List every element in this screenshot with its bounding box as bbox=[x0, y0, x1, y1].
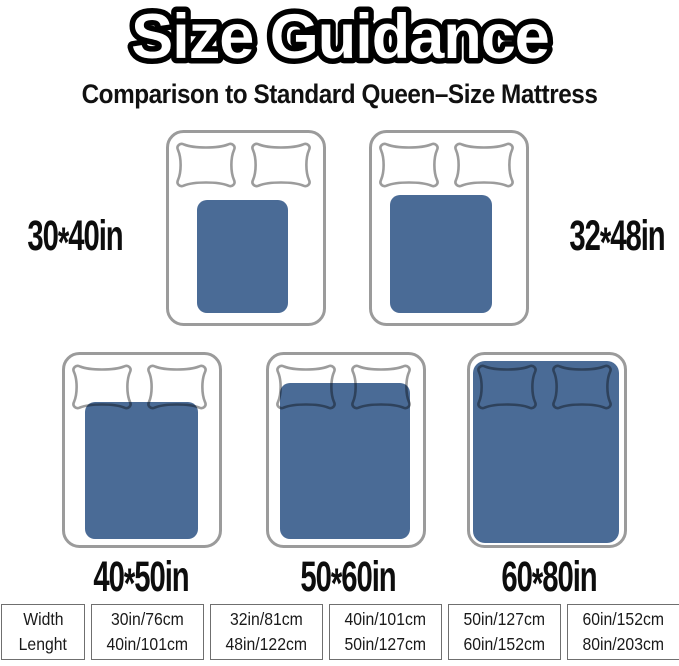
blanket-rect bbox=[197, 200, 288, 313]
asterisk: * bbox=[531, 560, 543, 609]
size-table-cell: 50in/127cm 60in/152cm bbox=[448, 604, 561, 660]
size-label: 30*40in bbox=[27, 212, 123, 268]
size-table-text: Lenght bbox=[18, 634, 68, 654]
asterisk: * bbox=[599, 219, 611, 268]
size-table-text: Width bbox=[22, 609, 64, 629]
size-table-text: 32in/81cm bbox=[230, 609, 303, 629]
size-table-cell: 60in/152cm 80in/203cm bbox=[567, 604, 679, 660]
size-table-text: 40in/101cm bbox=[344, 609, 427, 629]
pillow-icon bbox=[176, 142, 236, 188]
size-table-text: 50in/127cm bbox=[344, 634, 427, 654]
bed-diagram bbox=[62, 352, 222, 548]
blanket-rect bbox=[280, 383, 410, 539]
size-table-text: 60in/152cm bbox=[463, 634, 546, 654]
pillow-icon bbox=[147, 364, 207, 410]
size-table-text: 40in/101cm bbox=[106, 634, 189, 654]
size-table-cell: 30in/76cm 40in/101cm bbox=[91, 604, 204, 660]
blanket-rect bbox=[473, 361, 619, 543]
bed-diagram bbox=[369, 130, 529, 326]
pillow-icon bbox=[454, 142, 514, 188]
size-table-text: 48in/122cm bbox=[225, 634, 308, 654]
bed-diagram bbox=[166, 130, 326, 326]
size-label: 40*50in bbox=[93, 553, 189, 609]
size-table: Width Lenght 30in/76cm 40in/101cm 32in/81cm 4… bbox=[1, 604, 679, 660]
size-table-cell: Width Lenght bbox=[1, 604, 85, 660]
size-table-cell: 32in/81cm 48in/122cm bbox=[210, 604, 323, 660]
page-title-graphic: Size Guidance bbox=[126, 0, 556, 78]
bed-diagram bbox=[266, 352, 426, 548]
page-title: Size Guidance bbox=[131, 2, 549, 72]
blanket-rect bbox=[85, 402, 198, 539]
bed-diagram bbox=[467, 352, 627, 548]
size-table-text: 50in/127cm bbox=[463, 609, 546, 629]
size-label: 50*60in bbox=[300, 553, 396, 609]
subtitle: Comparison to Standard Queen–Size Mattre… bbox=[81, 79, 598, 109]
blanket-rect bbox=[390, 195, 492, 313]
size-table-text: 60in/152cm bbox=[582, 609, 665, 629]
asterisk: * bbox=[123, 560, 135, 609]
pillow-icon bbox=[251, 142, 311, 188]
size-table-cell: 40in/101cm 50in/127cm bbox=[329, 604, 442, 660]
asterisk: * bbox=[57, 219, 69, 268]
pillow-icon bbox=[72, 364, 132, 410]
size-label: 60*80in bbox=[501, 553, 597, 609]
asterisk: * bbox=[330, 560, 342, 609]
size-table-text: 30in/76cm bbox=[111, 609, 184, 629]
size-table-text: 80in/203cm bbox=[582, 634, 665, 654]
pillow-icon bbox=[379, 142, 439, 188]
size-label: 32*48in bbox=[569, 212, 665, 268]
